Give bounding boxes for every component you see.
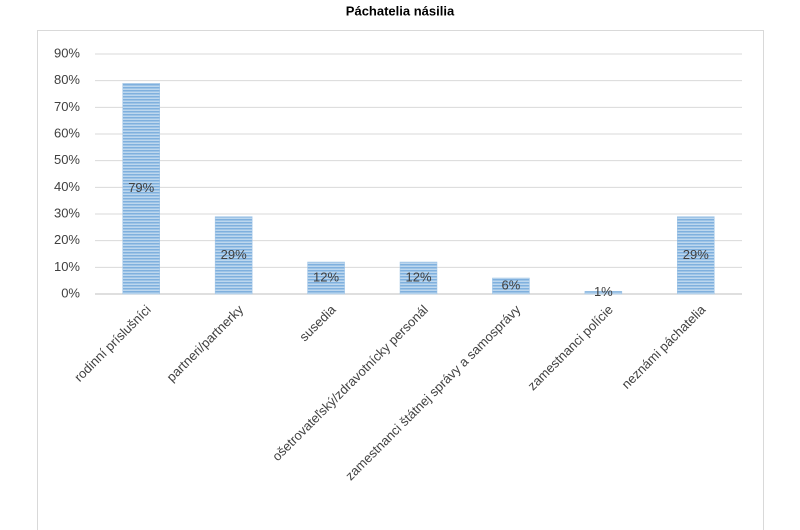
bar [307, 261, 345, 295]
bar [122, 83, 160, 295]
data-label: 12% [405, 269, 431, 284]
data-label: 12% [313, 269, 339, 284]
chart-frame [37, 30, 764, 530]
y-tick-label: 50% [54, 152, 80, 167]
chart-title: Páchatelia násilia [346, 3, 455, 18]
y-tick-label: 90% [54, 45, 80, 60]
data-label: 29% [221, 247, 247, 262]
y-tick-label: 40% [54, 179, 80, 194]
y-tick-label: 30% [54, 205, 80, 220]
x-tick-label: partneri/partnerky [164, 302, 247, 385]
data-label: 79% [128, 180, 154, 195]
bar [677, 216, 715, 295]
y-tick-label: 0% [61, 285, 80, 300]
y-tick-label: 60% [54, 125, 80, 140]
x-tick-label: susedia [296, 301, 339, 344]
x-tick-label: zamestnanci štátnej správy a samosprávy [342, 302, 524, 484]
y-tick-label: 70% [54, 99, 80, 114]
x-tick-label: neznámi páchatelia [619, 301, 709, 391]
x-tick-label: ošetrovateľský/zdravotnícky personál [269, 302, 431, 464]
bar [399, 261, 438, 295]
y-tick-label: 80% [54, 72, 80, 87]
y-tick-label: 10% [54, 259, 80, 274]
bar [214, 216, 253, 295]
data-label: 29% [683, 247, 709, 262]
y-tick-label: 20% [54, 232, 80, 247]
data-label: 6% [502, 277, 521, 292]
data-label: 1% [594, 284, 613, 299]
bar [492, 277, 530, 295]
bar [584, 291, 623, 295]
x-tick-label: rodinní príslušníci [71, 302, 154, 385]
x-tick-label: zamestnanci polície [525, 302, 616, 393]
